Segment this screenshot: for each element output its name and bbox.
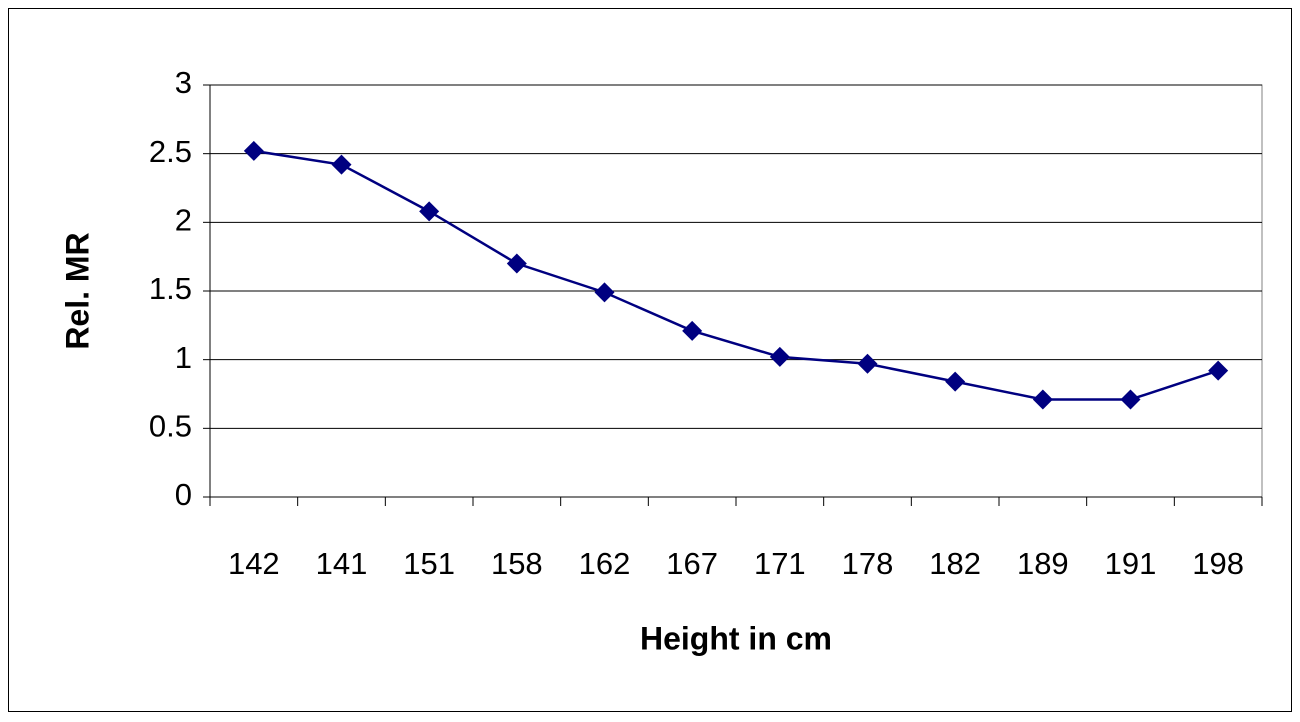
data-point — [419, 201, 440, 222]
data-point — [1032, 389, 1053, 410]
y-tick-label: 1.5 — [149, 271, 192, 306]
y-tick-label: 0 — [175, 477, 192, 512]
data-point — [594, 282, 615, 303]
x-tick-label: 142 — [228, 546, 280, 581]
y-tick-label: 2 — [175, 203, 192, 238]
x-tick-label: 167 — [666, 546, 718, 581]
y-tick-label: 2.5 — [149, 134, 192, 169]
y-tick-label: 0.5 — [149, 409, 192, 444]
x-tick-label: 191 — [1105, 546, 1157, 581]
data-point — [857, 353, 878, 374]
x-tick-label: 151 — [403, 546, 455, 581]
x-tick-label: 198 — [1192, 546, 1244, 581]
data-point — [506, 253, 527, 274]
x-tick-label: 182 — [929, 546, 981, 581]
y-tick-label: 3 — [175, 65, 192, 100]
x-tick-label: 141 — [316, 546, 368, 581]
x-tick-label: 171 — [754, 546, 806, 581]
data-point — [682, 320, 703, 341]
data-point — [1208, 360, 1229, 381]
data-point — [769, 346, 790, 367]
x-tick-label: 162 — [579, 546, 631, 581]
series-line — [253, 149, 1219, 401]
data-point — [331, 154, 352, 175]
x-tick-label: 158 — [491, 546, 543, 581]
y-tick-label: 1 — [175, 340, 192, 375]
data-point — [1120, 389, 1141, 410]
data-point — [945, 371, 966, 392]
data-point — [243, 140, 264, 161]
x-tick-label: 178 — [842, 546, 894, 581]
x-axis-title: Height in cm — [640, 620, 832, 656]
y-axis-title: Rel. MR — [59, 232, 95, 349]
x-tick-label: 189 — [1017, 546, 1069, 581]
